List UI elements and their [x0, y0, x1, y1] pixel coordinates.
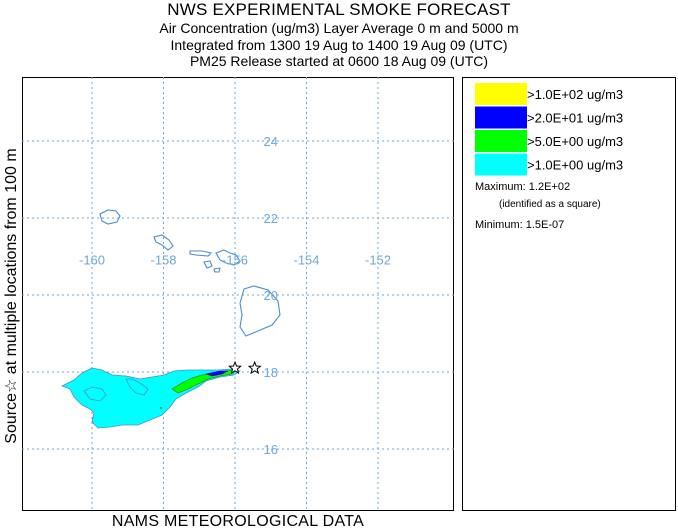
- plume-green-speck: [160, 407, 162, 409]
- longitude-label: -158: [150, 252, 176, 267]
- legend-maximum: Maximum: 1.2E+02: [475, 181, 570, 193]
- latitude-label: 20: [264, 288, 278, 303]
- coastlines: [99, 209, 281, 337]
- map-frame: [22, 77, 454, 511]
- legend-items: >1.0E+02 ug/m3 >2.0E+01 ug/m3 >5.0E+00 ug/…: [475, 83, 623, 176]
- coast-hawaii: [239, 285, 281, 337]
- legend-label: >1.0E+00 ug/m3: [527, 158, 623, 173]
- coast-kahoolawe: [213, 267, 221, 273]
- graticule: [22, 77, 454, 511]
- coast-oahu: [153, 234, 174, 251]
- release-sources: [228, 360, 262, 375]
- subtitle-integration: Integrated from 1300 19 Aug to 1400 19 A…: [170, 37, 508, 53]
- plume-cyan-island: [83, 386, 107, 402]
- longitude-label: -156: [222, 252, 248, 267]
- source-star-icon: [247, 360, 262, 375]
- longitude-labels: -160 -158 -156 -154 -152: [79, 252, 391, 267]
- source-star-icon: [228, 360, 242, 375]
- map-title: NWS EXPERIMENTAL SMOKE FORECAST: [167, 0, 511, 19]
- legend-panel: >1.0E+02 ug/m3 >2.0E+01 ug/m3 >5.0E+00 ug/…: [462, 77, 676, 511]
- legend-label: >5.0E+00 ug/m3: [527, 134, 623, 149]
- legend-maximum-note: (identified as a square): [499, 199, 601, 210]
- legend-label: >1.0E+02 ug/m3: [527, 87, 623, 102]
- smoke-map: 24 22 20 18 16 -160 -158 -156 -154 -152: [22, 77, 454, 511]
- plume-cyan-upper-arm: [125, 378, 149, 396]
- latitude-labels: 24 22 20 18 16: [264, 134, 278, 457]
- coast-lanai: [203, 260, 213, 269]
- plume-blue-core: [204, 370, 229, 377]
- coast-maui: [215, 249, 241, 266]
- coast-kauai: [99, 209, 121, 225]
- legend-swatch: [475, 106, 527, 129]
- legend-swatch: [475, 83, 527, 105]
- longitude-label: -152: [365, 252, 391, 267]
- latitude-label: 18: [264, 365, 278, 380]
- latitude-label: 22: [264, 211, 278, 226]
- latitude-label: 24: [264, 134, 278, 149]
- longitude-label: -160: [79, 252, 105, 267]
- footer-data-source: NAMS METEOROLOGICAL DATA: [111, 513, 365, 530]
- longitude-label: -154: [293, 252, 319, 267]
- legend-swatch: [475, 130, 527, 152]
- legend-minimum: Minimum: 1.5E-07: [475, 219, 564, 231]
- legend-swatch: [475, 153, 527, 176]
- coast-molokai: [189, 250, 213, 257]
- latitude-label: 16: [264, 442, 278, 457]
- side-label-container: Source☆ at multiple locations from 100 m: [0, 80, 22, 512]
- smoke-plume: [61, 367, 241, 429]
- subtitle-concentration: Air Concentration (ug/m3) Layer Average …: [159, 20, 519, 36]
- subtitle-release: PM25 Release started at 0600 18 Aug 09 (…: [189, 53, 489, 69]
- source-side-label: Source☆ at multiple locations from 100 m: [3, 148, 20, 444]
- legend-label: >2.0E+01 ug/m3: [527, 111, 623, 126]
